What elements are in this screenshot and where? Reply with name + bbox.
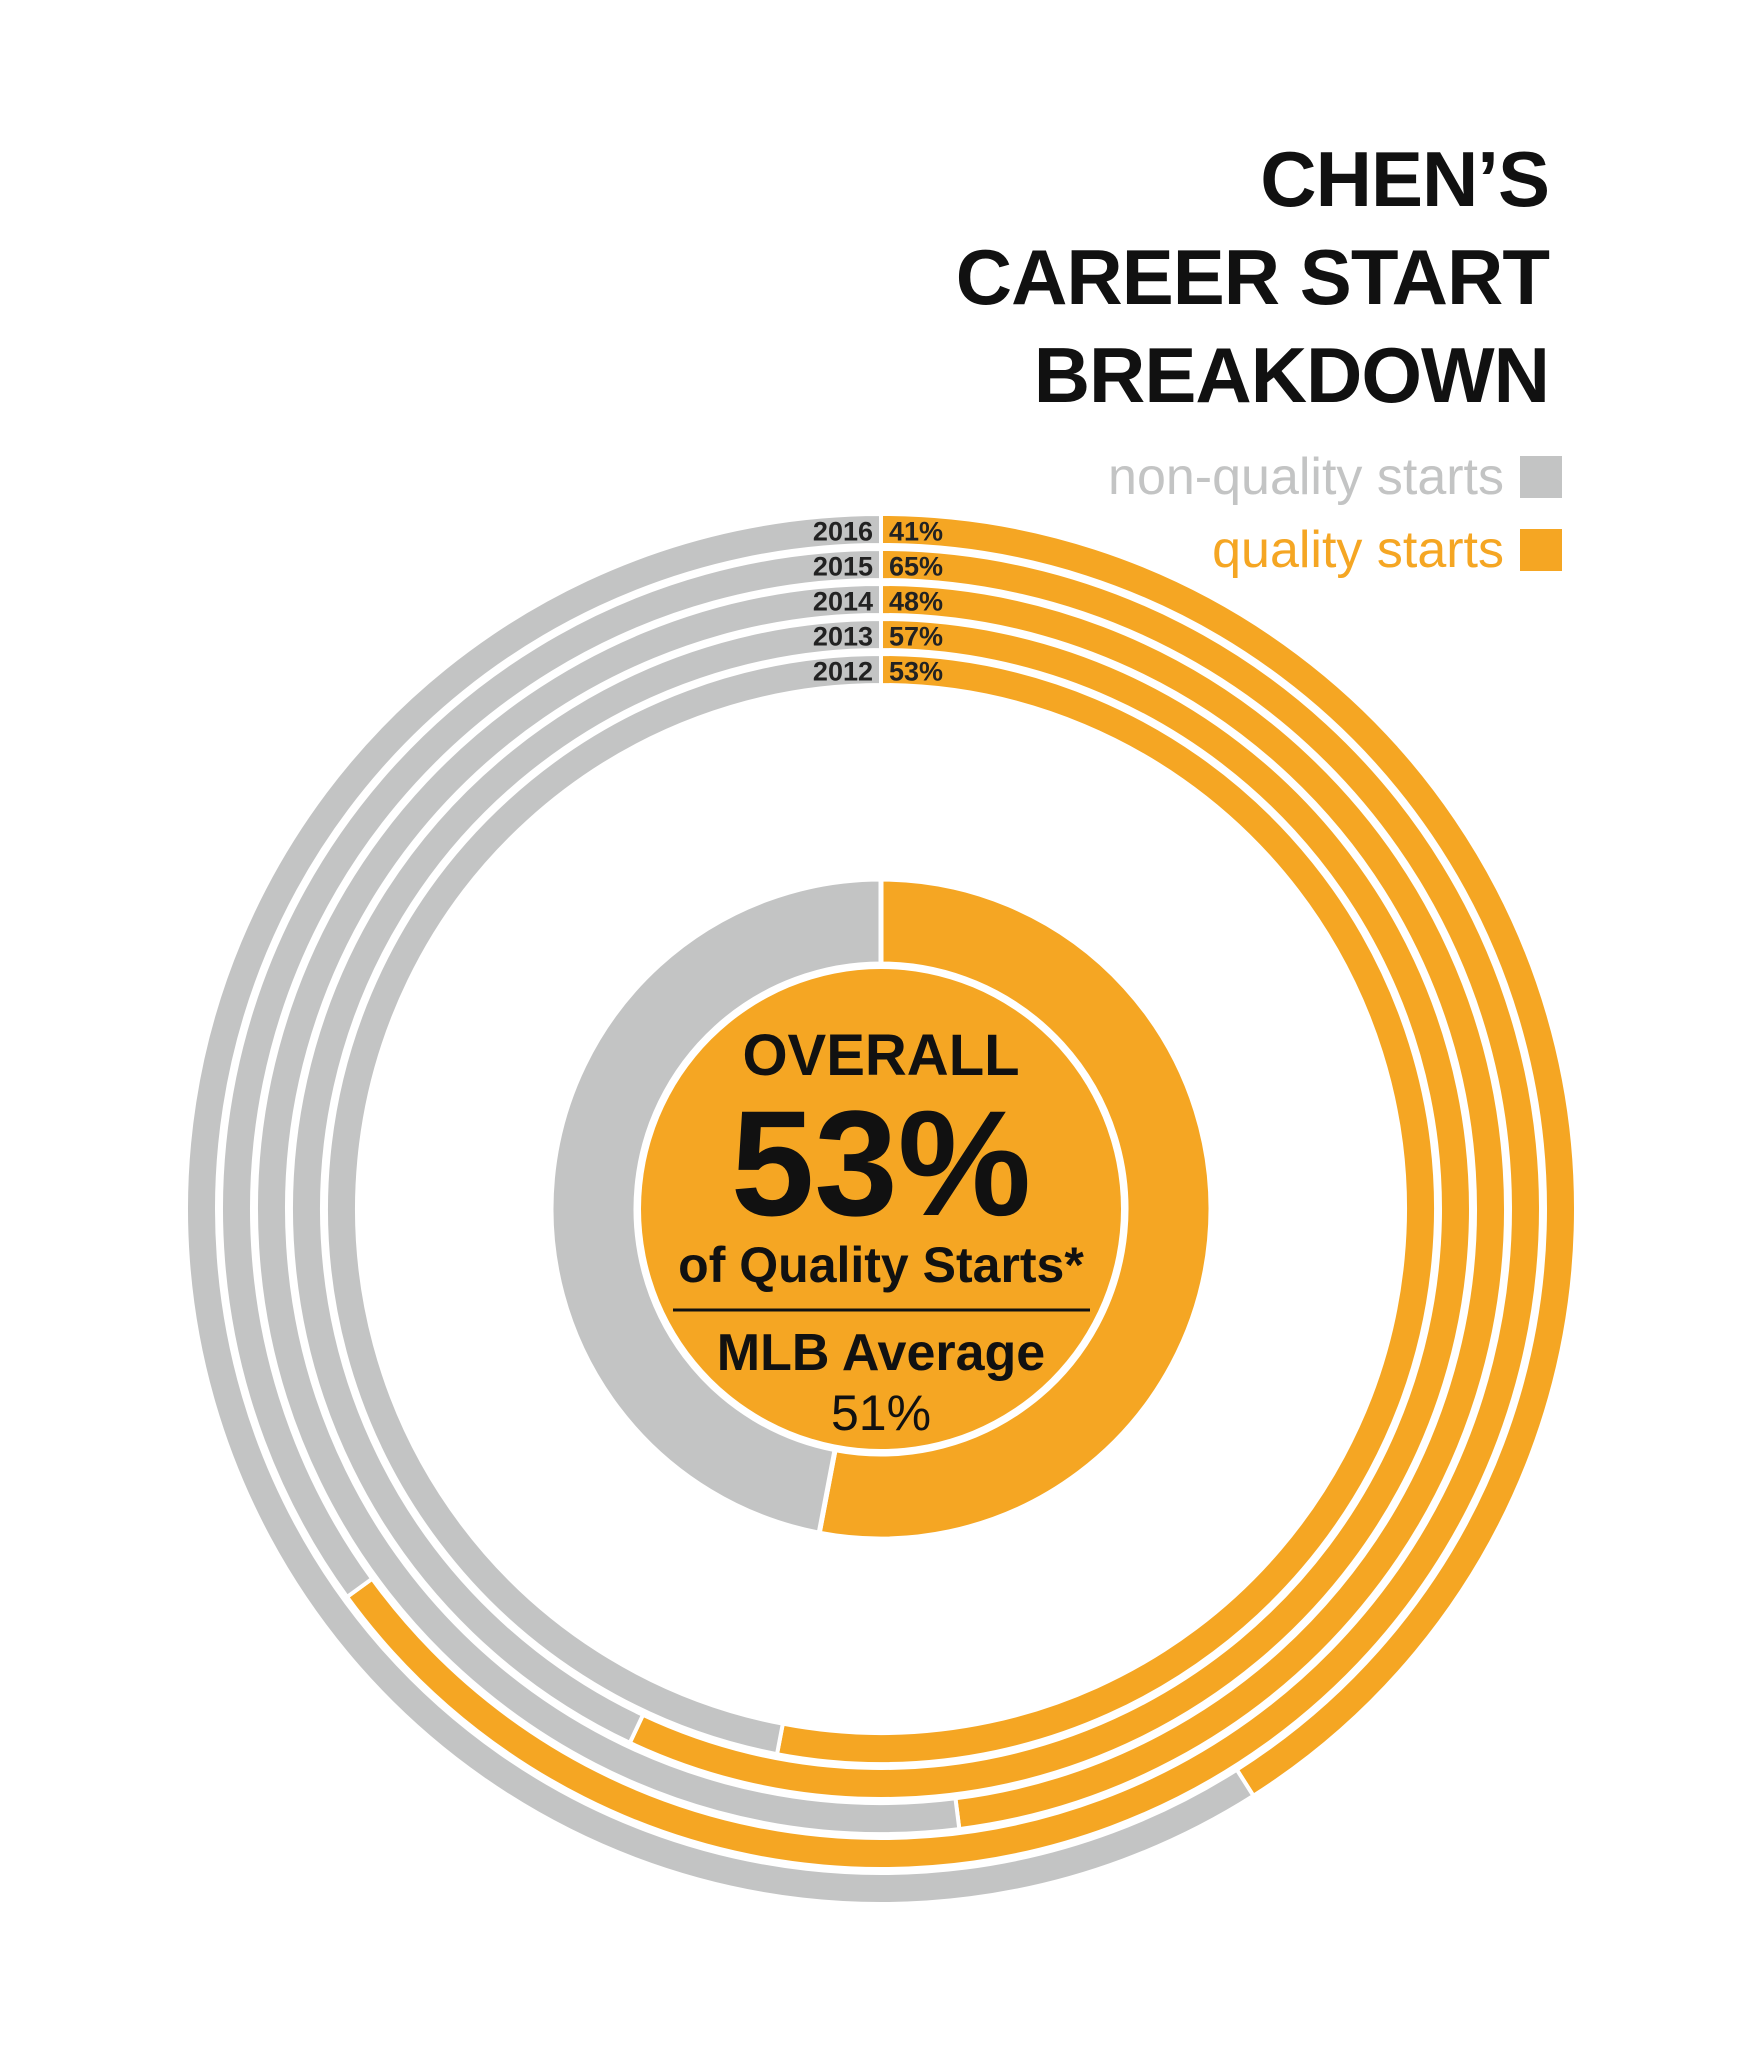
- ring-2013-non-quality-arc: [288, 616, 883, 1746]
- legend-swatch-non-quality: [1520, 456, 1562, 498]
- ring-2015-year-label: 2015: [813, 552, 873, 582]
- legend-item-quality: quality starts: [862, 520, 1562, 580]
- overall-quality-arc: [816, 876, 1214, 1542]
- ring-2012-year-label: 2012: [813, 657, 873, 687]
- ring-2016-percent-label: 41%: [889, 517, 943, 547]
- mlb-average-label: MLB Average: [717, 1324, 1045, 1382]
- ring-2016-year-label: 2016: [813, 517, 873, 547]
- overall-non-quality-arc: [548, 876, 884, 1537]
- overall-value: 53%: [731, 1079, 1031, 1247]
- legend-label-non-quality: non-quality starts: [1108, 448, 1504, 506]
- overall-heading: OVERALL: [742, 1023, 1019, 1088]
- ring-2014-non-quality-arc: [254, 581, 962, 1836]
- ring-2015-non-quality-arc: [219, 546, 883, 1600]
- center-text: OVERALL 53% of Quality Starts* MLB Avera…: [673, 1023, 1090, 1441]
- title-line-1: CHEN’S: [1260, 135, 1550, 223]
- ring-labels: 2016 41% 2015 65% 2014 48% 2013 57% 2012 53%: [813, 517, 943, 687]
- ring-2014-percent-label: 48%: [889, 587, 943, 617]
- legend-label-quality: quality starts: [1212, 521, 1504, 579]
- overall-center-disc: [641, 969, 1121, 1449]
- ring-2013-percent-label: 57%: [889, 622, 943, 652]
- legend-swatch-quality: [1520, 529, 1562, 571]
- ring-2016-non-quality-arc: [184, 511, 1257, 1906]
- ring-2013-year-label: 2013: [813, 622, 873, 652]
- mlb-average-value: 51%: [831, 1385, 931, 1441]
- overall-subtitle: of Quality Starts*: [678, 1237, 1084, 1293]
- year-rings: [184, 511, 1579, 1906]
- overall-donut: [548, 876, 1214, 1542]
- chart-title: CHEN’S CAREER START BREAKDOWN: [749, 130, 1550, 424]
- legend-item-non-quality: non-quality starts: [862, 447, 1562, 507]
- title-line-3: BREAKDOWN: [1033, 331, 1550, 419]
- ring-2012-non-quality-arc: [324, 651, 883, 1757]
- title-line-2: CAREER START: [955, 233, 1550, 321]
- ring-2015-percent-label: 65%: [889, 552, 943, 582]
- ring-2014-year-label: 2014: [813, 587, 873, 617]
- ring-2012-percent-label: 53%: [889, 657, 943, 687]
